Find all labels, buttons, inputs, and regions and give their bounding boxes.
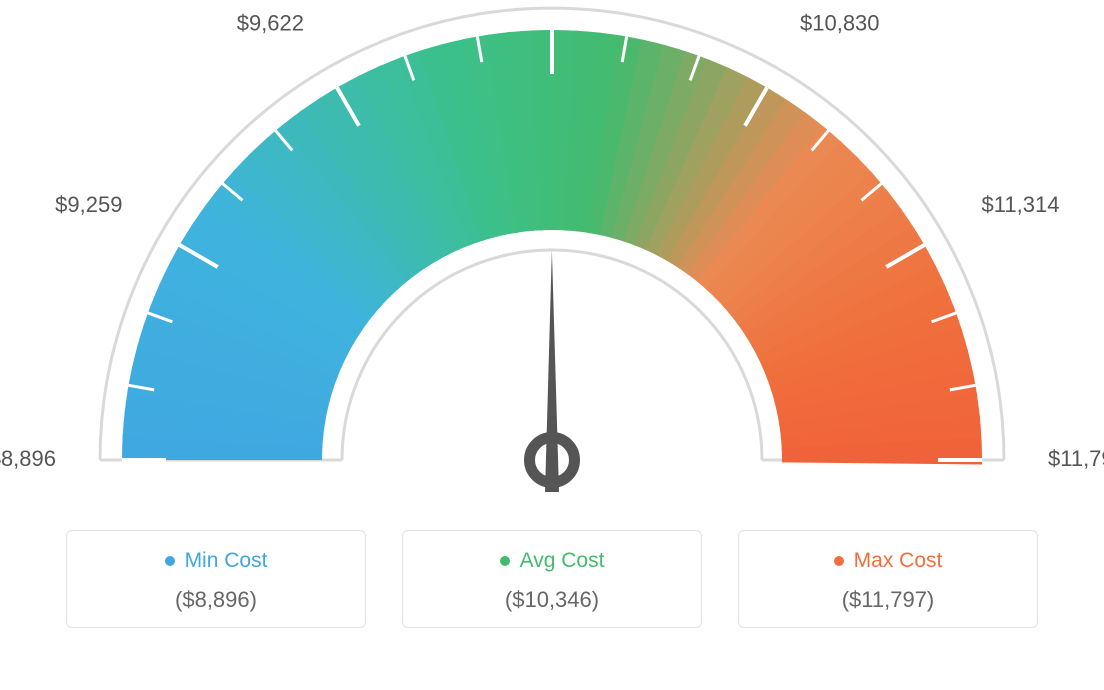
gauge-needle xyxy=(545,250,559,492)
legend-label: Avg Cost xyxy=(520,549,605,573)
legend-card-max: Max Cost ($11,797) xyxy=(738,530,1038,628)
dot-icon xyxy=(500,556,510,566)
gauge-svg: $8,896$9,259$9,622$10,346$10,830$11,314$… xyxy=(0,0,1104,520)
legend-row: Min Cost ($8,896) Avg Cost ($10,346) Max… xyxy=(0,530,1104,628)
legend-card-avg: Avg Cost ($10,346) xyxy=(402,530,702,628)
legend-title-avg: Avg Cost xyxy=(500,549,605,573)
dot-icon xyxy=(165,556,175,566)
gauge-tick-label: $9,622 xyxy=(237,10,304,35)
dot-icon xyxy=(834,556,844,566)
legend-value: ($10,346) xyxy=(413,587,691,613)
legend-label: Min Cost xyxy=(185,549,268,573)
legend-card-min: Min Cost ($8,896) xyxy=(66,530,366,628)
legend-title-min: Min Cost xyxy=(165,549,268,573)
legend-value: ($8,896) xyxy=(77,587,355,613)
gauge-tick-label: $11,797 xyxy=(1048,446,1104,471)
gauge-tick-label: $10,830 xyxy=(800,10,880,35)
legend-label: Max Cost xyxy=(854,549,943,573)
gauge-tick-label: $11,314 xyxy=(982,192,1060,217)
gauge-tick-label: $8,896 xyxy=(0,446,56,471)
gauge-tick-label: $9,259 xyxy=(55,192,122,217)
legend-value: ($11,797) xyxy=(749,587,1027,613)
legend-title-max: Max Cost xyxy=(834,549,943,573)
gauge-chart: $8,896$9,259$9,622$10,346$10,830$11,314$… xyxy=(0,0,1104,520)
